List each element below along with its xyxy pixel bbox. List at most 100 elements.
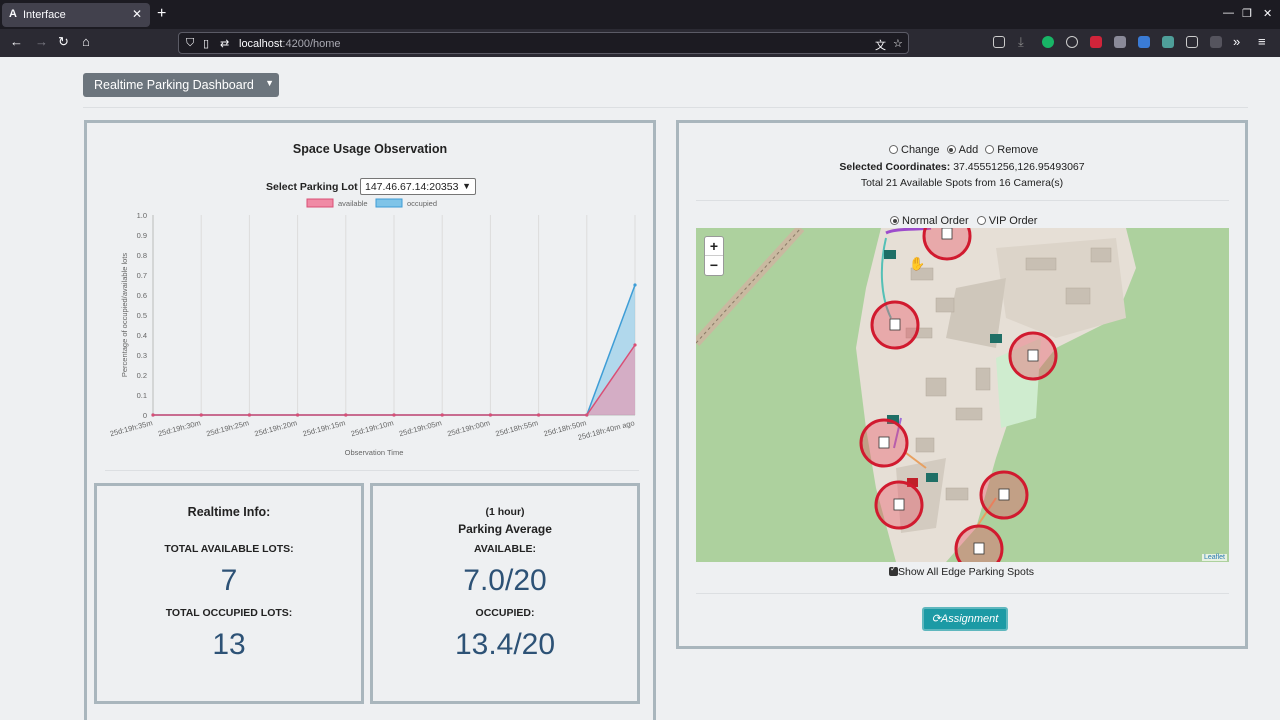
checkbox-checked-icon[interactable] [889, 564, 898, 576]
data-point [488, 413, 492, 417]
m-extension-icon[interactable] [1090, 36, 1102, 48]
realtime-info-title: Realtime Info: [187, 505, 271, 519]
available-spots-summary: Total 21 Available Spots from 16 Camera(… [860, 177, 1064, 189]
map-panel: Change Add Remove Selected Coordinates: … [676, 120, 1248, 649]
pocket-icon[interactable] [993, 36, 1005, 48]
back-icon[interactable]: ← [10, 34, 23, 49]
data-point [633, 283, 637, 287]
legend-label: available [338, 199, 368, 208]
usage-chart: 0 0.1 0.2 0.3 0.4 0.5 0.6 0.7 0.8 0.9 1.0 25d:19h:3… [109, 198, 637, 457]
mode-option-label: Add [958, 144, 979, 156]
x-tick-label: 25d:19h:25m [205, 418, 250, 438]
x-tick-label: 25d:19h:20m [253, 418, 298, 438]
permissions-icon[interactable]: ⇄ [220, 38, 230, 50]
shield-icon[interactable]: ⛉ [186, 37, 195, 49]
shield-ext-icon[interactable] [1210, 36, 1222, 48]
y-tick-label: 0 [143, 411, 147, 420]
translate-ext-icon[interactable] [1138, 36, 1150, 48]
pen-icon[interactable] [1162, 36, 1174, 48]
x-tick-label: 25d:19h:30m [157, 418, 202, 438]
parking-lot-label: Select Parking Lot [266, 181, 358, 193]
y-tick-label: 0.5 [137, 311, 147, 320]
data-point [151, 413, 155, 417]
map-attribution[interactable]: Leaflet [1201, 554, 1227, 561]
radio-selected-icon[interactable] [946, 145, 956, 154]
space-usage-panel: Space Usage Observation Select Parking L… [84, 120, 656, 720]
glasses-icon[interactable] [1066, 36, 1078, 48]
url-bar[interactable]: ⛉ ▯ ⇄ localhost:4200/home 文 ☆ [178, 32, 909, 54]
order-option-normal[interactable]: Normal Order [890, 215, 969, 227]
home-icon[interactable]: ⌂ [82, 34, 90, 49]
mode-radio-group: Change Add Remove [889, 144, 1042, 156]
radio-icon[interactable] [976, 216, 986, 225]
realtime-info-box: Realtime Info: TOTAL AVAILABLE LOTS: 7 T… [94, 483, 364, 704]
radio-icon[interactable] [985, 145, 995, 154]
browser-tab[interactable]: A Interface ✕ [2, 3, 150, 27]
tab-close-icon[interactable]: ✕ [131, 7, 142, 21]
data-point [296, 413, 300, 417]
radio-icon[interactable] [889, 145, 898, 154]
parking-average-title: Parking Average [458, 522, 552, 536]
assignment-button-label: Assignment [940, 613, 999, 625]
minimize-icon[interactable]: — [1223, 7, 1234, 19]
restore-icon[interactable]: ❐ [1242, 8, 1252, 20]
x-tick-label: 25d:19h:15m [302, 418, 347, 438]
parking-map[interactable]: ✋ + − Leaflet [696, 228, 1229, 562]
zoom-out-button[interactable]: − [709, 257, 719, 273]
translate-icon[interactable]: 文 [875, 40, 886, 52]
edge-spots-label: Show All Edge Parking Spots [898, 566, 1034, 578]
order-radio-group: Normal Order VIP Order [890, 215, 1037, 227]
parking-average-box: (1 hour) Parking Average AVAILABLE: 7.0/… [370, 483, 640, 704]
mode-option-add[interactable]: Add [946, 144, 979, 156]
data-point [199, 413, 203, 417]
y-tick-label: 0.3 [137, 351, 147, 360]
average-period: (1 hour) [485, 506, 525, 518]
zoom-in-button[interactable]: + [705, 237, 723, 256]
available-lots-label: TOTAL AVAILABLE LOTS: [164, 543, 294, 555]
y-tick-label: 0.9 [137, 231, 147, 240]
dashboard-dropdown[interactable]: Realtime Parking Dashboard ▼ [83, 73, 279, 97]
grammarly-icon[interactable] [1042, 36, 1054, 48]
svg-text:✋: ✋ [909, 256, 925, 271]
parking-lot-select[interactable]: 147.46.67.14:20353 ▼ [360, 178, 476, 195]
order-option-label: VIP Order [988, 215, 1038, 227]
spinner-icon: ⟳ [931, 613, 941, 625]
edge-spots-toggle[interactable]: Show All Edge Parking Spots [889, 564, 1034, 578]
data-point [344, 413, 348, 417]
x-tick-label: 25d:19h:00m [446, 418, 491, 438]
overflow-chevron-icon[interactable]: » [1233, 34, 1241, 49]
browser-nav-bar: ← → ↻ ⌂ ⛉ ▯ ⇄ localhost:4200/home 文 ☆ ⤓ … [0, 29, 1280, 57]
available-lots-value: 7 [220, 564, 238, 597]
new-tab-icon[interactable]: + [157, 5, 167, 22]
window-close-icon[interactable]: ✕ [1263, 8, 1273, 20]
privacy-icon[interactable] [1114, 36, 1126, 48]
forward-icon[interactable]: → [35, 34, 48, 49]
coordinates-label: Selected Coordinates: [839, 161, 951, 173]
legend-swatch [306, 198, 334, 208]
radio-selected-icon[interactable] [890, 216, 899, 225]
map-tiles: ✋ [696, 228, 1229, 562]
url-text[interactable]: localhost:4200/home [239, 38, 341, 50]
assignment-button[interactable]: ⟳Assignment [922, 607, 1008, 631]
y-tick-label: 0.8 [137, 251, 147, 260]
keyboard-icon[interactable] [1186, 36, 1198, 48]
download-icon[interactable]: ⤓ [1018, 34, 1024, 49]
dashboard-dropdown-label: Realtime Parking Dashboard [94, 78, 254, 92]
reload-icon[interactable]: ↻ [58, 34, 69, 49]
bookmark-star-icon[interactable]: ☆ [893, 38, 903, 50]
mode-option-label: Change [901, 144, 940, 156]
tab-favicon-icon: A [9, 8, 17, 20]
chevron-down-icon: ▼ [462, 181, 471, 191]
average-available-label: AVAILABLE: [473, 543, 537, 555]
order-option-label: Normal Order [902, 215, 969, 227]
parking-lot-select-value: 147.46.67.14:20353 [365, 181, 459, 193]
mode-option-remove[interactable]: Remove [985, 144, 1038, 156]
x-tick-label: 25d:19h:05m [398, 418, 443, 438]
mode-option-change[interactable]: Change [889, 144, 940, 156]
data-point [585, 413, 589, 417]
menu-icon[interactable]: ≡ [1258, 34, 1266, 49]
order-option-vip[interactable]: VIP Order [976, 215, 1038, 227]
average-occupied-label: OCCUPIED: [475, 607, 535, 619]
browser-tab-bar: A Interface ✕ + — ❐ ✕ [0, 0, 1280, 29]
x-tick-label: 25d:19h:35m [109, 418, 154, 438]
